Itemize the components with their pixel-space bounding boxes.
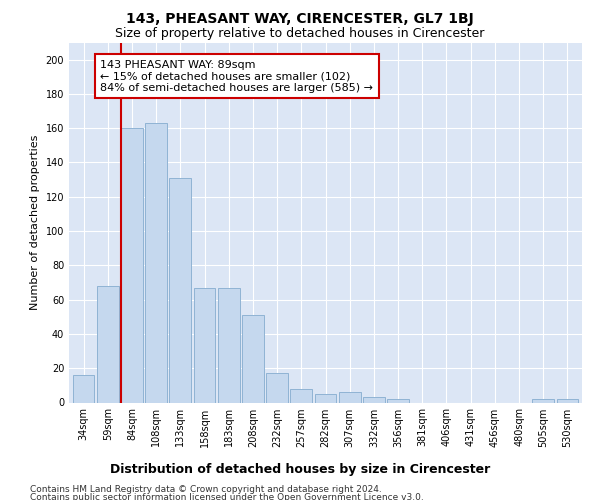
Bar [121,128,143,402]
Bar [314,394,337,402]
Text: Contains public sector information licensed under the Open Government Licence v3: Contains public sector information licen… [30,492,424,500]
Text: 143 PHEASANT WAY: 89sqm
← 15% of detached houses are smaller (102)
84% of semi-d: 143 PHEASANT WAY: 89sqm ← 15% of detache… [100,60,373,93]
Text: 143, PHEASANT WAY, CIRENCESTER, GL7 1BJ: 143, PHEASANT WAY, CIRENCESTER, GL7 1BJ [126,12,474,26]
Bar [532,399,554,402]
Bar [339,392,361,402]
Bar [290,389,312,402]
Bar [363,398,385,402]
Y-axis label: Number of detached properties: Number of detached properties [30,135,40,310]
Bar [242,315,264,402]
Bar [557,399,578,402]
Text: Distribution of detached houses by size in Cirencester: Distribution of detached houses by size … [110,462,490,475]
Bar [194,288,215,403]
Bar [218,288,239,403]
Bar [97,286,119,403]
Bar [145,123,167,402]
Bar [73,375,94,402]
Bar [169,178,191,402]
Text: Contains HM Land Registry data © Crown copyright and database right 2024.: Contains HM Land Registry data © Crown c… [30,485,382,494]
Text: Size of property relative to detached houses in Cirencester: Size of property relative to detached ho… [115,28,485,40]
Bar [387,399,409,402]
Bar [266,374,288,402]
